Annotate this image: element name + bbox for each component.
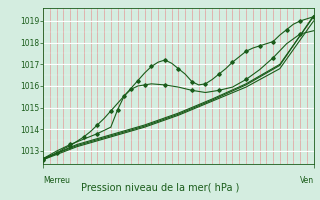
Text: Merreu: Merreu [43,176,70,185]
Text: Pression niveau de la mer( hPa ): Pression niveau de la mer( hPa ) [81,182,239,192]
Text: Ven: Ven [300,176,314,185]
